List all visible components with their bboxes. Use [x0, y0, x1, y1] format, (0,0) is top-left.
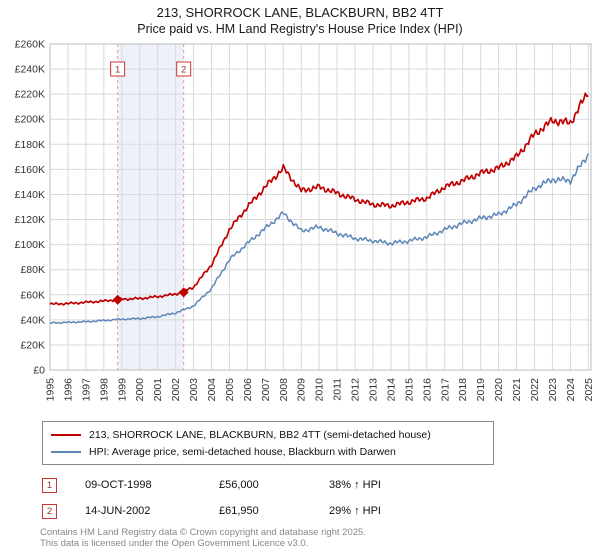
x-tick-label: 2013	[367, 378, 379, 402]
x-tick-label: 2006	[242, 378, 254, 402]
x-tick-label: 2005	[224, 378, 236, 402]
transaction-row: 2 14-JUN-2002 £61,950 29% ↑ HPI	[42, 498, 572, 524]
x-tick-label: 2004	[206, 378, 218, 402]
x-tick-label: 2012	[350, 378, 362, 402]
footer-line2: This data is licensed under the Open Gov…	[40, 538, 309, 549]
marker-box-label: 2	[181, 65, 186, 76]
x-tick-label: 1996	[62, 378, 74, 402]
legend-item: 213, SHORROCK LANE, BLACKBURN, BB2 4TT (…	[51, 426, 485, 443]
transaction-price: £56,000	[219, 479, 259, 491]
sale-marker	[112, 294, 123, 305]
y-tick-label: £140K	[15, 189, 45, 201]
x-tick-label: 2011	[332, 378, 344, 401]
x-tick-label: 2001	[152, 378, 164, 402]
transaction-hpi: 38% ↑ HPI	[329, 479, 381, 491]
x-tick-label: 2003	[188, 378, 200, 402]
x-tick-label: 2015	[403, 378, 415, 402]
x-tick-label: 2022	[529, 378, 541, 402]
y-tick-label: £120K	[15, 214, 45, 226]
x-tick-label: 2009	[296, 378, 308, 402]
x-tick-label: 2014	[385, 378, 397, 402]
y-tick-label: £20K	[20, 339, 45, 351]
marker-number: 1	[42, 477, 57, 493]
series-hpi	[49, 153, 589, 325]
marker-box-label: 1	[115, 65, 120, 76]
plot-border	[49, 43, 592, 371]
y-tick-label: £40K	[20, 314, 45, 326]
x-tick-label: 2017	[439, 378, 451, 402]
y-tick-label: £260K	[15, 39, 45, 51]
x-tick-label: 2007	[260, 378, 272, 402]
y-tick-label: £80K	[20, 264, 45, 276]
transaction-table: 1 09-OCT-1998 £56,000 38% ↑ HPI 2 14-JUN-2002…	[42, 472, 572, 524]
highlight-band	[117, 44, 184, 370]
y-tick-label: £160K	[15, 164, 45, 176]
footer-line1: Contains HM Land Registry data © Crown c…	[40, 527, 366, 538]
marker-number: 2	[42, 503, 57, 519]
x-tick-label: 1999	[116, 378, 128, 402]
footer: Contains HM Land Registry data © Crown c…	[40, 527, 366, 549]
series-price-paid	[49, 92, 589, 306]
marker-box	[176, 61, 192, 77]
y-tick-label: £200K	[15, 114, 45, 126]
y-tick-label: £180K	[15, 139, 45, 151]
x-tick-label: 2010	[314, 378, 326, 402]
x-tick-label: 2025	[583, 378, 595, 402]
x-tick-label: 2021	[511, 378, 523, 402]
legend-item: HPI: Average price, semi-detached house,…	[51, 443, 485, 460]
transaction-date: 09-OCT-1998	[85, 479, 152, 491]
x-tick-label: 2008	[278, 378, 290, 402]
transaction-hpi: 29% ↑ HPI	[329, 505, 381, 517]
legend-label: HPI: Average price, semi-detached house,…	[89, 445, 396, 458]
sale-marker	[178, 287, 189, 298]
legend-label: 213, SHORROCK LANE, BLACKBURN, BB2 4TT (…	[89, 428, 431, 441]
legend-swatch-line	[51, 433, 81, 436]
y-tick-label: £100K	[15, 239, 45, 251]
marker-box	[110, 61, 126, 77]
transaction-row: 1 09-OCT-1998 £56,000 38% ↑ HPI	[42, 472, 572, 498]
transaction-date: 14-JUN-2002	[85, 505, 151, 517]
chart-legend: 213, SHORROCK LANE, BLACKBURN, BB2 4TT (…	[42, 421, 494, 465]
chart-subtitle: Price paid vs. HM Land Registry's House …	[137, 22, 463, 36]
price-chart: 1995 1996 1997 1998 1999 2000 2001 2002 2003 2004…	[15, 39, 595, 402]
x-tick-label: 1998	[98, 378, 110, 402]
x-tick-label: 2020	[493, 378, 505, 402]
y-tick-label: £60K	[20, 289, 45, 301]
x-tick-label: 2023	[547, 378, 559, 402]
x-tick-label: 2024	[565, 378, 577, 402]
x-tick-label: 2019	[475, 378, 487, 402]
x-tick-label: 1997	[80, 378, 92, 402]
y-tick-label: £0	[33, 365, 45, 377]
x-tick-label: 2018	[457, 378, 469, 402]
x-tick-label: 2016	[421, 378, 433, 402]
chart-title: 213, SHORROCK LANE, BLACKBURN, BB2 4TT	[156, 5, 444, 20]
x-tick-label: 2002	[170, 378, 182, 402]
y-tick-label: £240K	[15, 64, 45, 76]
y-tick-label: £220K	[15, 89, 45, 101]
x-tick-label: 2000	[134, 378, 146, 402]
transaction-price: £61,950	[219, 505, 259, 517]
x-tick-label: 1995	[45, 378, 57, 402]
legend-swatch-line	[51, 450, 81, 453]
